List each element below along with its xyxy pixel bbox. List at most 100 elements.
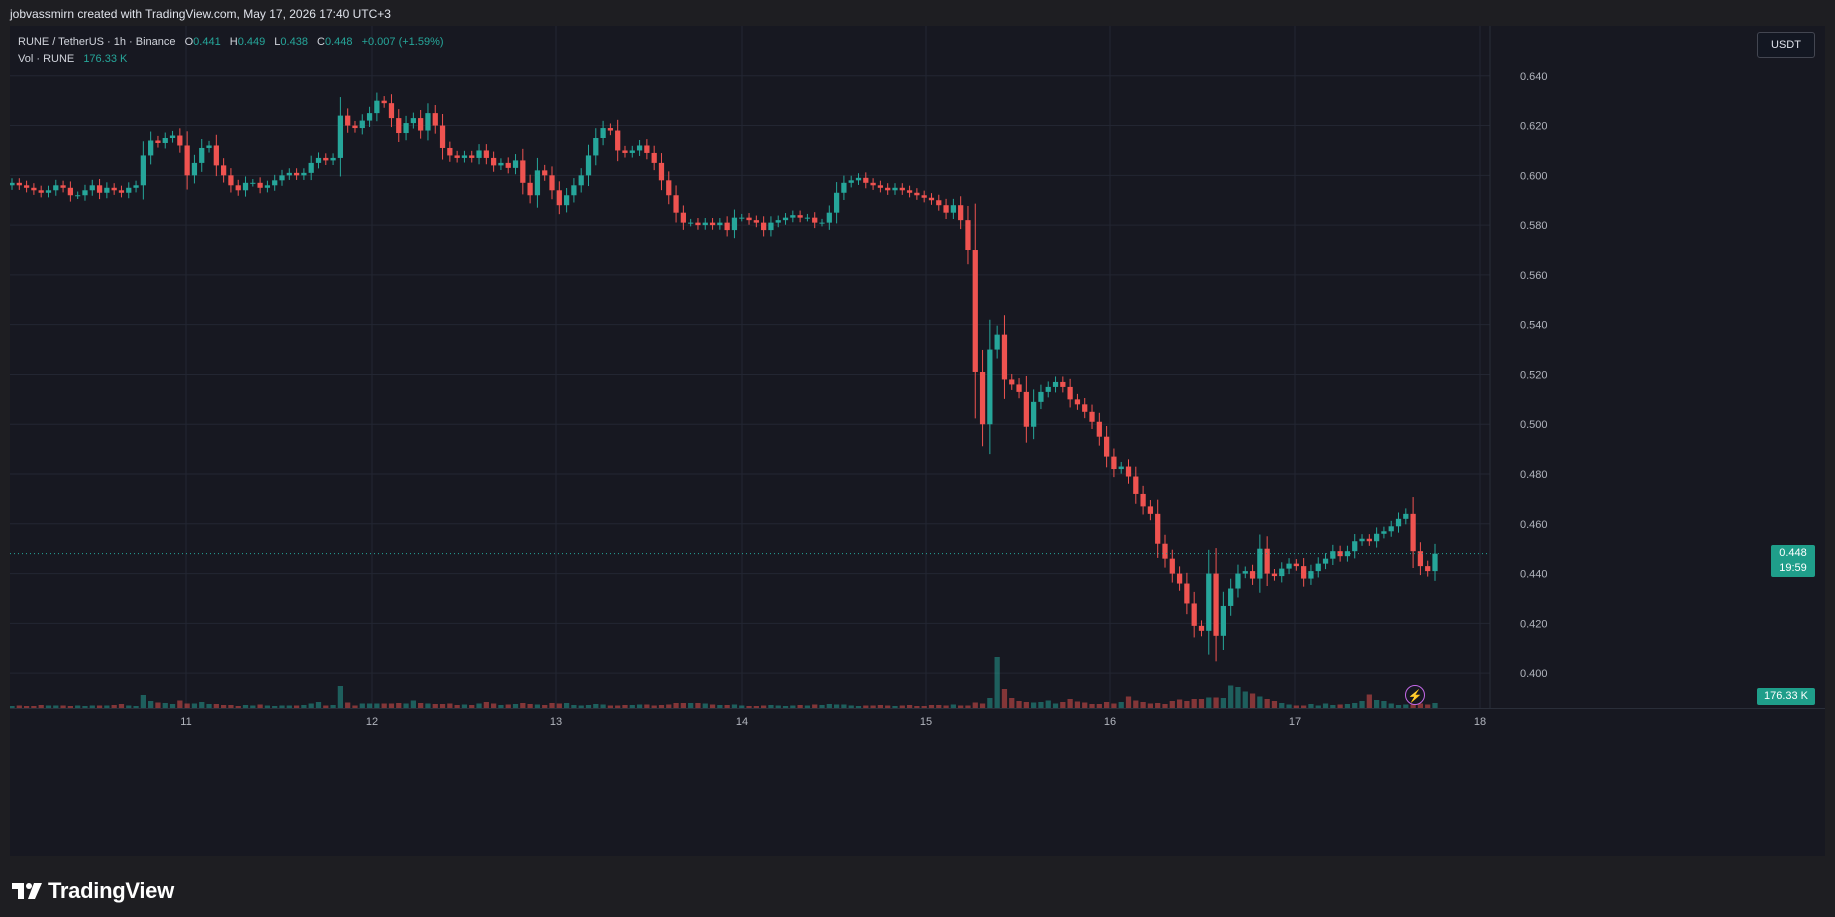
candle-body xyxy=(906,190,913,193)
candle-body xyxy=(1111,456,1117,470)
volume-bar xyxy=(826,704,832,708)
candle-body xyxy=(53,185,59,191)
candle-body xyxy=(1118,466,1124,470)
candle-body xyxy=(563,195,570,206)
volume-bar xyxy=(1257,696,1263,708)
volume-bar xyxy=(848,705,854,708)
volume-bar xyxy=(804,705,811,708)
candle-body xyxy=(709,222,716,226)
ohlc-row: RUNE / TetherUS · 1h · Binance O0.441 H0… xyxy=(18,34,444,51)
candle-body xyxy=(1089,411,1095,422)
time-axis-label: 16 xyxy=(1104,716,1116,728)
candle-body xyxy=(75,195,81,197)
volume-bar xyxy=(753,706,759,708)
candle-body xyxy=(790,215,796,218)
volume-bar xyxy=(213,704,219,708)
volume-bar xyxy=(148,701,154,708)
candle-body xyxy=(264,185,271,188)
candle-body xyxy=(1031,401,1037,427)
volume-bar xyxy=(731,704,738,708)
candle-body xyxy=(731,217,738,231)
currency-button[interactable]: USDT xyxy=(1757,32,1815,58)
time-axis-label: 15 xyxy=(920,716,932,728)
volume-bar xyxy=(1009,698,1015,708)
volume-bar xyxy=(1016,701,1022,708)
price-axis-label: 0.620 xyxy=(1520,121,1548,133)
candle-body xyxy=(1352,541,1358,552)
volume-bar xyxy=(1052,703,1059,708)
price-axis-label: 0.580 xyxy=(1520,220,1548,232)
volume-bar xyxy=(162,703,168,708)
candle-body xyxy=(1067,386,1073,400)
volume-tag: 176.33 K xyxy=(1757,688,1815,705)
lightning-icon[interactable]: ⚡ xyxy=(1405,685,1425,705)
volume-bar xyxy=(381,703,387,708)
volume-bar xyxy=(140,695,146,708)
volume-bar xyxy=(841,704,847,708)
candle-body xyxy=(38,190,44,193)
volume-bar xyxy=(666,704,672,708)
candle-body xyxy=(571,185,577,196)
candle-body xyxy=(877,185,884,188)
candle-body xyxy=(556,190,562,206)
volume-bar xyxy=(16,705,22,708)
price-axis-label: 0.460 xyxy=(1520,519,1548,531)
candle-body xyxy=(848,180,854,183)
candle-body xyxy=(585,155,592,176)
candle-body xyxy=(1140,493,1146,507)
volume-bar xyxy=(578,705,584,708)
volume-bar xyxy=(863,705,869,708)
last-price-value: 0.448 xyxy=(1779,546,1807,559)
candle-body xyxy=(629,150,635,153)
volume-bar xyxy=(1198,699,1205,708)
volume-bar xyxy=(498,705,504,708)
volume-bar xyxy=(556,703,562,708)
volume-bar xyxy=(111,705,117,708)
volume-bar xyxy=(10,706,15,708)
volume-bar xyxy=(366,703,373,708)
volume-bar xyxy=(396,703,402,708)
candle-body xyxy=(89,185,95,191)
candle-body xyxy=(461,155,468,158)
volume-bar xyxy=(286,705,292,708)
volume-bar xyxy=(1125,696,1132,708)
candle-body xyxy=(1206,573,1212,631)
time-axis-label: 17 xyxy=(1289,716,1301,728)
volume-bar xyxy=(31,706,37,708)
volume-bar xyxy=(1417,703,1424,708)
volume-bar xyxy=(177,700,183,708)
volume-bar xyxy=(89,705,95,708)
volume-bar xyxy=(695,703,701,708)
candle-body xyxy=(987,349,993,425)
candlestick-chart[interactable]: 0.400 0.420 0.440 0.460 0.480 0.500 0.520 0.540… xyxy=(10,26,1825,856)
volume-bar xyxy=(1067,699,1073,708)
volume-bar xyxy=(928,705,935,708)
candle-body xyxy=(432,113,438,126)
candle-body xyxy=(1432,553,1438,572)
candle-body xyxy=(542,170,548,176)
candle-body xyxy=(1103,436,1110,457)
candle-body xyxy=(1286,563,1292,569)
volume-bar xyxy=(439,704,446,708)
candle-body xyxy=(1264,548,1270,574)
volume-bar xyxy=(1220,698,1227,708)
volume-bar xyxy=(345,702,351,708)
volume-bar xyxy=(330,705,336,708)
tradingview-brand[interactable]: TradingView xyxy=(12,878,174,904)
volume-bar xyxy=(1031,702,1037,708)
chart-background xyxy=(10,26,1825,856)
volume-bar xyxy=(1082,702,1088,708)
volume-bar xyxy=(709,704,716,708)
volume-bar xyxy=(1271,701,1278,708)
open-label: O xyxy=(184,36,194,48)
candle-body xyxy=(1235,573,1241,589)
candle-body xyxy=(82,190,88,196)
candle-body xyxy=(418,118,424,131)
volume-bar xyxy=(1403,704,1409,708)
candle-body xyxy=(768,222,774,231)
volume-bar xyxy=(1206,697,1212,708)
chart-area[interactable]: 0.400 0.420 0.440 0.460 0.480 0.500 0.520 0.540… xyxy=(10,26,1825,856)
candle-body xyxy=(593,138,599,156)
volume-bar xyxy=(96,705,103,708)
candle-body xyxy=(1337,551,1343,557)
